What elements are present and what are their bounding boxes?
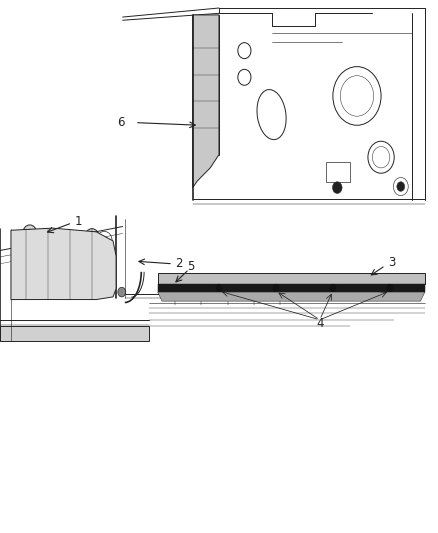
Circle shape — [88, 233, 95, 241]
Circle shape — [26, 229, 33, 238]
Polygon shape — [158, 292, 425, 301]
Circle shape — [23, 225, 37, 242]
Circle shape — [216, 284, 222, 292]
Circle shape — [387, 284, 393, 292]
Text: 2: 2 — [175, 257, 183, 270]
Text: 5: 5 — [187, 260, 194, 273]
Polygon shape — [11, 228, 116, 300]
Bar — [0, 326, 149, 341]
Polygon shape — [158, 273, 425, 284]
Text: 3: 3 — [389, 256, 396, 269]
Bar — [326, 162, 350, 182]
Circle shape — [330, 284, 336, 292]
Circle shape — [397, 182, 405, 191]
Polygon shape — [158, 284, 425, 292]
Polygon shape — [193, 15, 219, 188]
Text: 1: 1 — [74, 215, 82, 228]
Circle shape — [118, 287, 126, 297]
Text: 6: 6 — [117, 116, 125, 129]
Circle shape — [332, 182, 342, 193]
Circle shape — [273, 284, 279, 292]
Circle shape — [85, 229, 99, 246]
Text: 4: 4 — [316, 317, 324, 330]
